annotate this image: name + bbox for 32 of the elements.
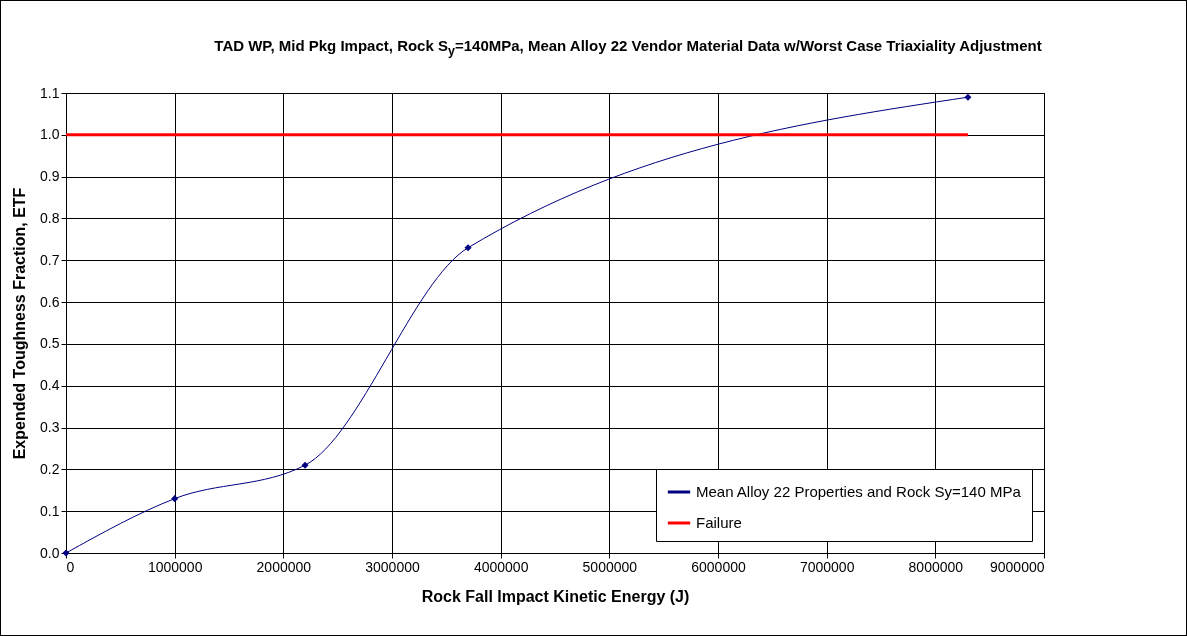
y-tick-label: 0.7: [40, 251, 60, 268]
y-axis-title: Expended Toughness Fraction, ETF: [11, 187, 29, 460]
chart-title: TAD WP, Mid Pkg Impact, Rock S$_{y}$=140MPa, Mean Alloy 22 Vendor Material Data w/Worst Case Triaxiality Adjustment: [213, 36, 1043, 60]
x-tick-label: 9000000: [989, 558, 1045, 575]
y-tick-label: 0.5: [40, 335, 60, 352]
y-tick-label: 0.1: [40, 502, 60, 519]
x-tick-label: 5000000: [582, 558, 638, 575]
y-tick-label: 1.1: [40, 84, 60, 101]
x-tick-label: 1000000: [147, 558, 203, 575]
x-tick-label: 3000000: [365, 558, 420, 575]
x-tick-label: 8000000: [908, 558, 964, 575]
point: [964, 93, 972, 101]
point: [464, 244, 472, 252]
y-tick-label: 0.3: [40, 419, 60, 436]
y-tick-label: 1.0: [40, 126, 60, 143]
y-tick-label: 0.2: [40, 460, 60, 477]
x-tick-label: 7000000: [799, 558, 855, 575]
x-tick-label: 2000000: [256, 558, 312, 575]
y-tick-label: 0.6: [40, 293, 60, 310]
x-tick-label: 6000000: [691, 558, 746, 575]
x-tick-label: 4000000: [473, 558, 529, 575]
x-axis-title: Rock Fall Impact Kinetic Energy (J): [421, 587, 690, 605]
y-tick-label: 0.4: [40, 377, 60, 394]
point: [62, 549, 70, 557]
y-tick-label: 0.0: [40, 544, 60, 561]
legend-label: Mean Alloy 22 Properties and Rock Sy=140 MPa: [696, 483, 1022, 500]
legend-label: Failure: [696, 514, 742, 531]
point: [301, 461, 309, 469]
y-tick-label: 0.9: [40, 168, 60, 185]
x-tick-label: 0: [66, 558, 75, 575]
point: [171, 495, 179, 503]
y-tick-label: 0.8: [40, 209, 60, 226]
